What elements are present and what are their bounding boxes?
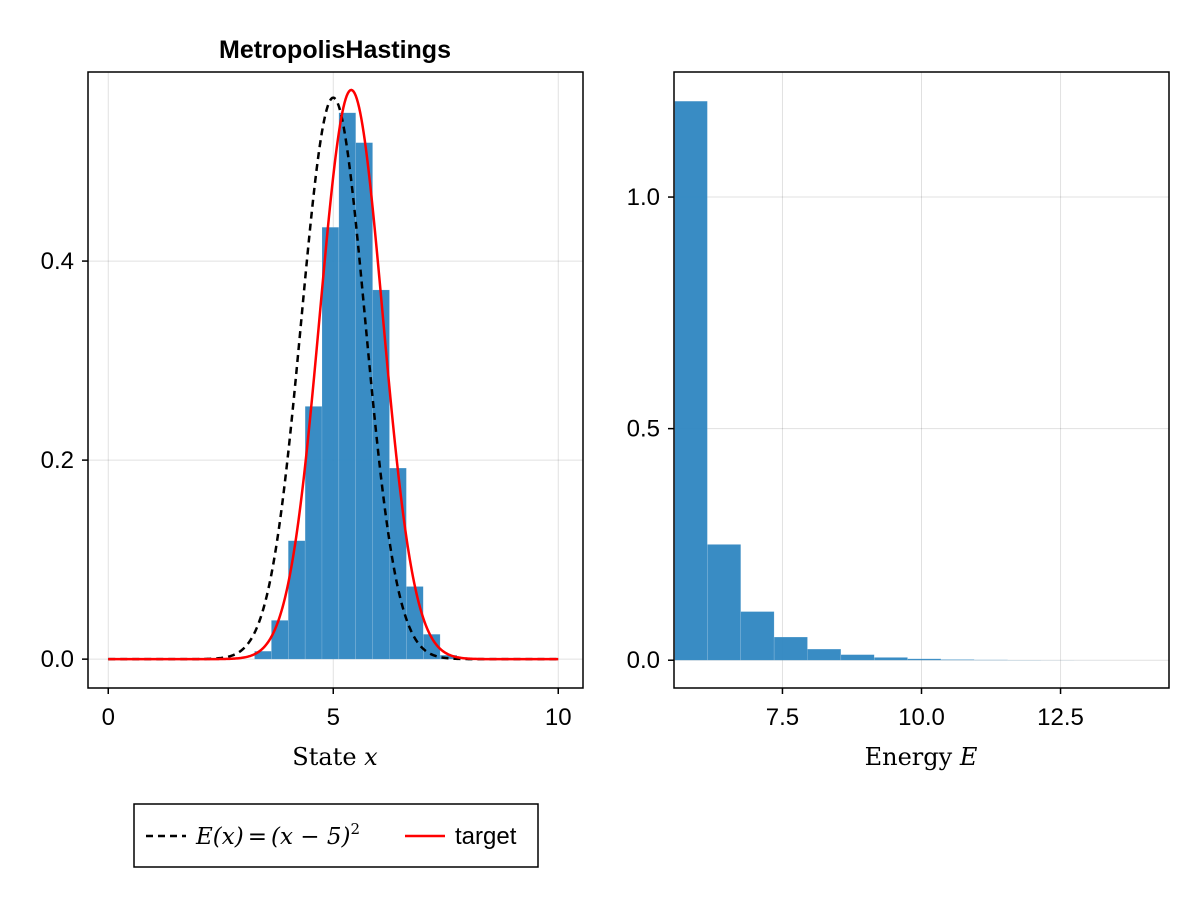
histogram-state-panel: MetropolisHastings 0 5 10 0.0 0.2 0.4 State x [41, 36, 584, 771]
histogram-bar [321, 226, 340, 660]
ticks-left: 0 5 10 0.0 0.2 0.4 [41, 248, 572, 731]
chart-title: MetropolisHastings [219, 36, 451, 64]
histogram-bar [271, 620, 289, 660]
histogram-bar [423, 634, 441, 660]
x-tick-label: 10.0 [898, 704, 945, 731]
grid-right [674, 72, 1169, 688]
histogram-bar [674, 100, 708, 661]
histogram-bar [907, 658, 942, 661]
x-tick-label: 0 [102, 704, 115, 731]
bars-left [254, 112, 458, 660]
histogram-bar [873, 657, 908, 661]
histogram-bar [807, 648, 842, 661]
bars-right [674, 100, 1109, 661]
legend-label-target: target [455, 823, 517, 850]
x-axis-label-state: State x [292, 743, 378, 771]
histogram-bar [840, 654, 875, 661]
y-tick-label: 1.0 [627, 184, 660, 211]
y-tick-label: 0.2 [41, 447, 74, 474]
target-density-curve [108, 88, 559, 661]
y-tick-label: 0.4 [41, 248, 74, 275]
y-tick-label: 0.5 [627, 416, 660, 443]
x-axis-label-energy: Energy E [865, 743, 978, 771]
histogram-bar [940, 659, 975, 661]
histogram-bar [288, 540, 306, 660]
x-tick-label: 7.5 [766, 704, 799, 731]
legend-label-energy: E(x) = (x − 5)2 [195, 820, 360, 850]
histogram-energy-panel: 7.5 10.0 12.5 0.0 0.5 1.0 Energy E [627, 71, 1170, 771]
x-tick-label: 12.5 [1037, 704, 1084, 731]
y-tick-label: 0.0 [627, 647, 660, 674]
curves-left [108, 88, 559, 661]
histogram-bar [707, 544, 741, 661]
histogram-bar [389, 467, 407, 660]
legend: E(x) = (x − 5)2 target [133, 803, 539, 868]
histogram-bar [338, 112, 356, 660]
histogram-bar [406, 586, 424, 660]
histogram-bar [355, 142, 373, 660]
x-tick-label: 10 [545, 704, 572, 731]
ticks-right: 7.5 10.0 12.5 0.0 0.5 1.0 [627, 184, 1084, 731]
y-tick-label: 0.0 [41, 646, 74, 673]
plot-frame-left [87, 71, 584, 689]
x-tick-label: 5 [327, 704, 340, 731]
histogram-bar [773, 636, 808, 661]
legend-box [133, 803, 539, 868]
histogram-bar [740, 611, 775, 661]
